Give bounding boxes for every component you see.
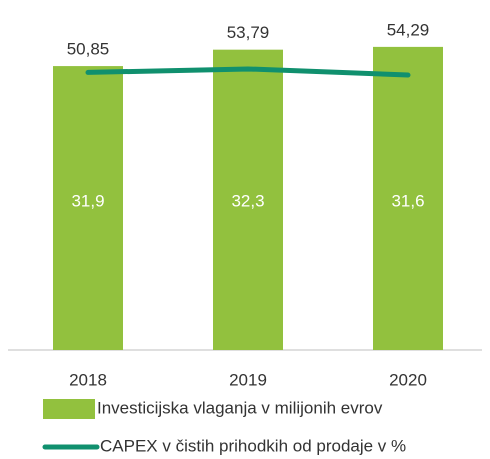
legend-swatch — [43, 399, 95, 419]
x-tick-label: 2018 — [69, 370, 107, 389]
x-tick-label: 2019 — [229, 370, 267, 389]
bar-value-label: 54,29 — [387, 20, 430, 39]
bar-value-label: 50,85 — [67, 40, 110, 59]
line-value-label: 31,9 — [71, 191, 104, 210]
bar-value-label: 53,79 — [227, 23, 270, 42]
line-value-label: 31,6 — [391, 191, 424, 210]
legend-label: CAPEX v čistih prihodkih od prodaje v % — [100, 436, 406, 455]
legend-label: Investicijska vlaganja v milijonih evrov — [97, 398, 383, 417]
bar — [53, 66, 123, 351]
bar — [373, 46, 443, 351]
x-tick-label: 2020 — [389, 370, 427, 389]
line — [85, 66, 411, 78]
line-value-label: 32,3 — [231, 191, 264, 210]
bar — [213, 49, 283, 351]
